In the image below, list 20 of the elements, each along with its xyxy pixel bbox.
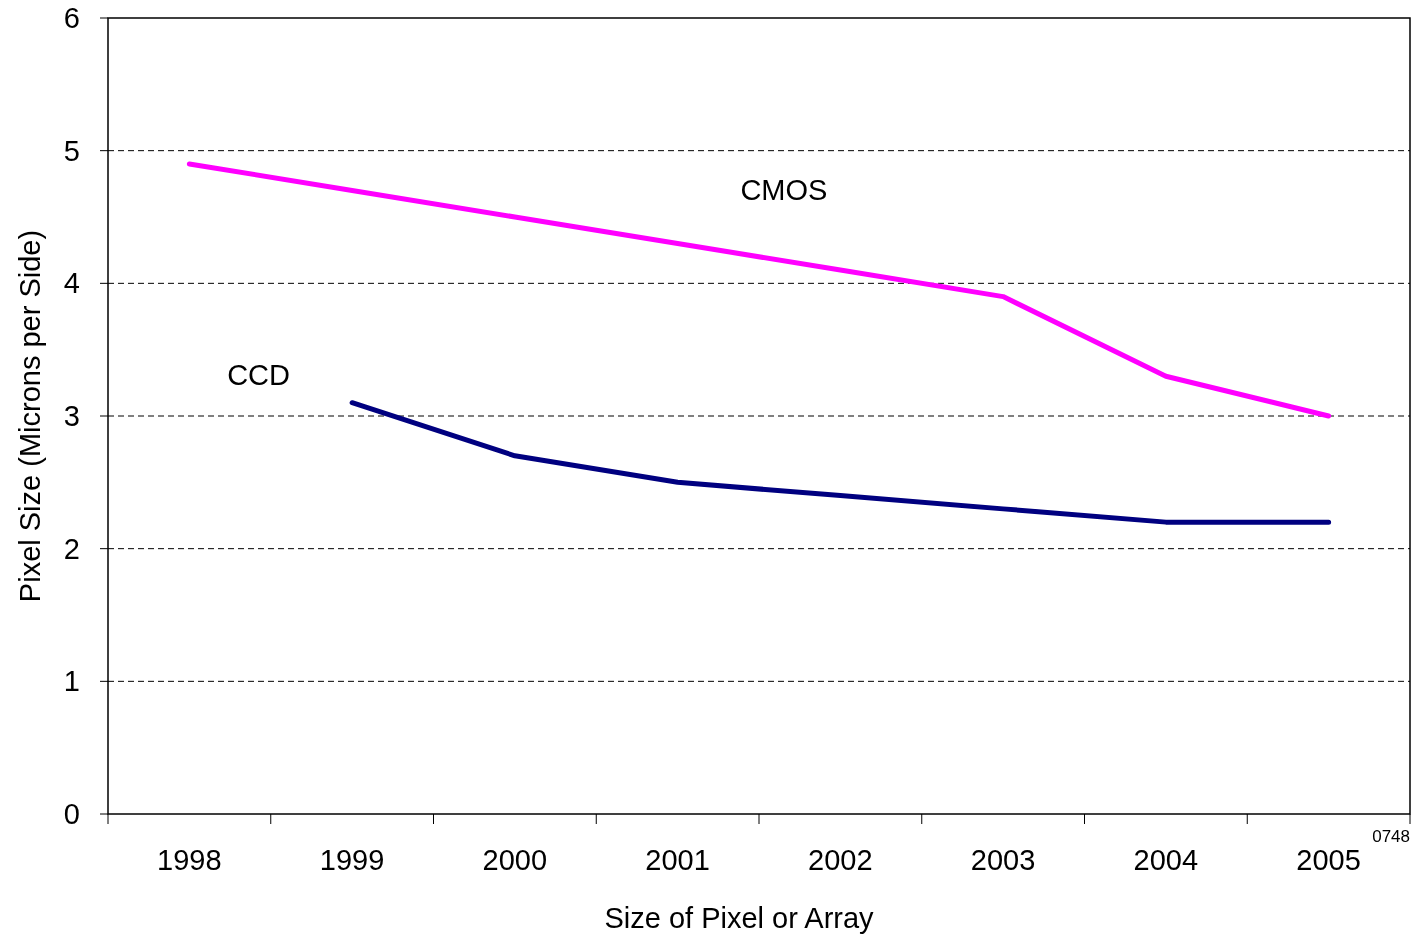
text: CCD (227, 358, 290, 391)
x-tick-label: 2004 (1133, 844, 1199, 876)
y-axis-title: Pixel Size (Microns per Side) (14, 229, 46, 603)
x-axis-title: Size of Pixel or Array (604, 902, 875, 934)
x-tick-label: 2001 (645, 844, 710, 876)
y-tick-label: 6 (63, 2, 80, 35)
x-tick-label: 2003 (970, 844, 1036, 876)
y-tick-label: 4 (63, 267, 80, 300)
x-tick-label: 2000 (482, 844, 548, 876)
x-tick-label: 1999 (319, 844, 385, 876)
x-tick-label: 1998 (157, 844, 222, 876)
y-tick-label: 2 (63, 532, 80, 565)
y-tick-label: 5 (63, 134, 80, 167)
text: 0748 (1372, 827, 1410, 846)
x-tick-label: 2005 (1296, 844, 1361, 876)
x-tick-label: 2002 (808, 844, 873, 876)
series-label: CMOS (740, 174, 828, 207)
y-tick-label: 0 (63, 798, 80, 831)
y-tick-label: 3 (63, 400, 80, 433)
y-tick-label: 1 (63, 665, 80, 698)
